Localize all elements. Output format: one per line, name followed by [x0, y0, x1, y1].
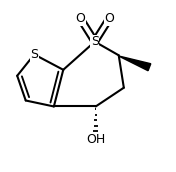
Polygon shape — [118, 56, 151, 71]
Text: OH: OH — [86, 133, 105, 146]
Text: S: S — [91, 35, 99, 48]
Text: O: O — [104, 12, 114, 25]
Text: O: O — [75, 12, 85, 25]
Text: S: S — [30, 48, 38, 61]
